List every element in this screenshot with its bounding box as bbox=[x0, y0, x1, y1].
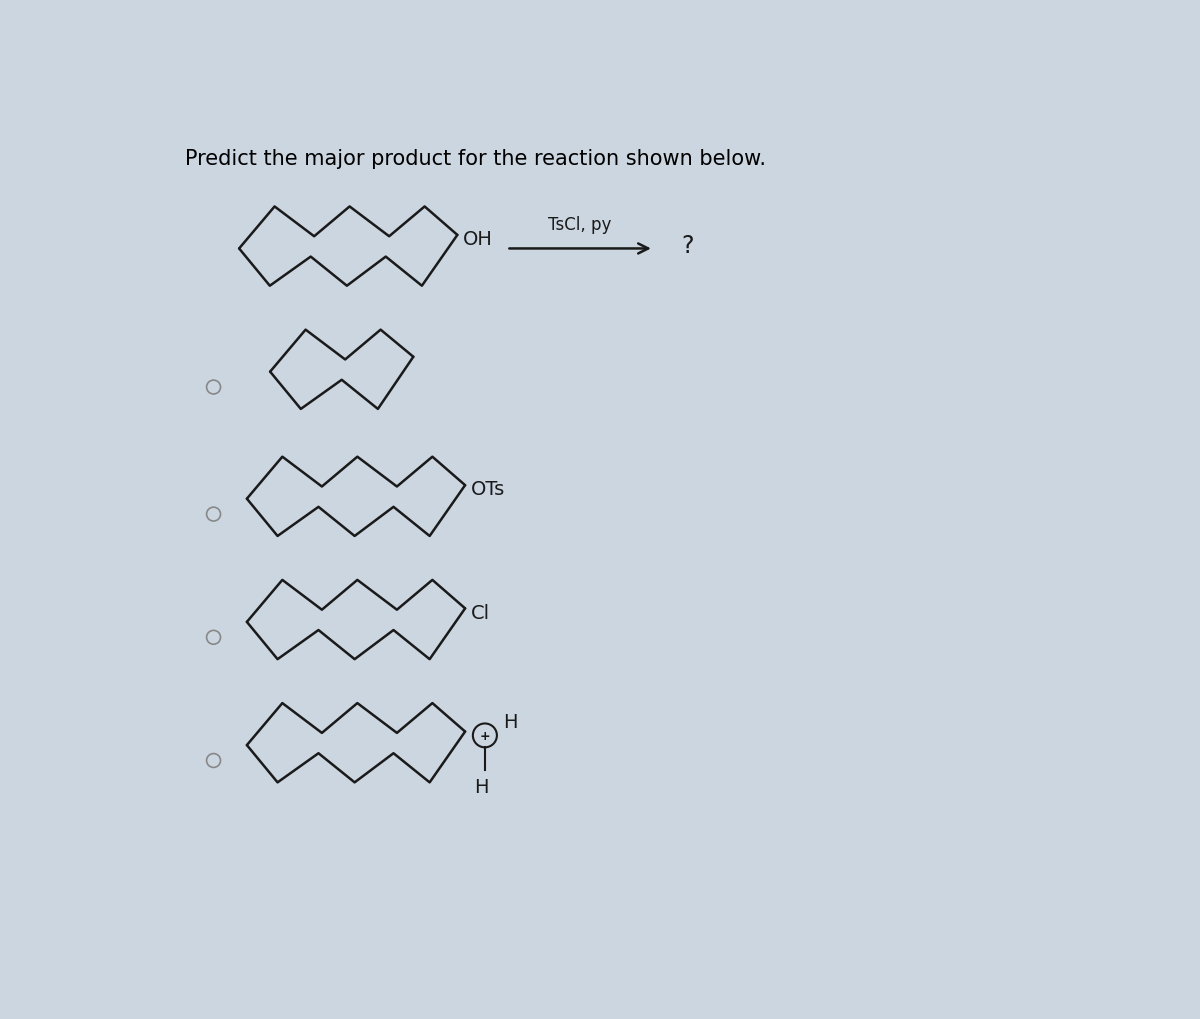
Text: +: + bbox=[480, 730, 490, 742]
Text: TsCl, py: TsCl, py bbox=[548, 216, 612, 233]
Text: Predict the major product for the reaction shown below.: Predict the major product for the reacti… bbox=[185, 149, 766, 169]
Text: H: H bbox=[503, 712, 517, 732]
Text: OTs: OTs bbox=[470, 480, 505, 499]
Text: OH: OH bbox=[463, 230, 493, 249]
Text: Cl: Cl bbox=[470, 603, 490, 622]
Text: H: H bbox=[474, 776, 490, 796]
Text: ?: ? bbox=[680, 233, 694, 258]
